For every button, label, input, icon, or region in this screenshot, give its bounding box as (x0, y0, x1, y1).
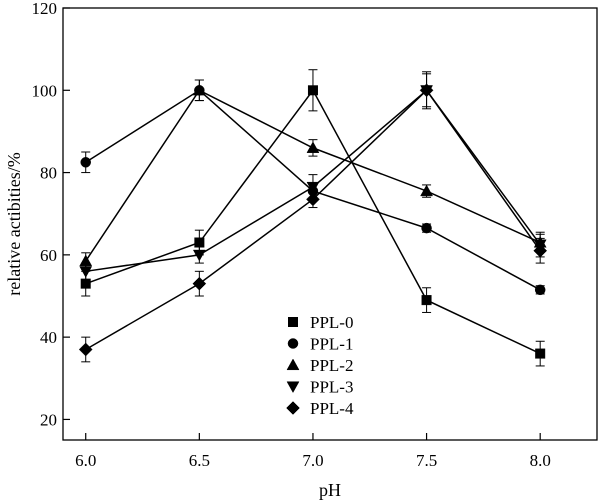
legend-label: PPL-2 (310, 356, 353, 375)
legend-label: PPL-1 (310, 335, 353, 354)
x-tick-label: 8.0 (530, 451, 551, 470)
y-tick-label: 100 (32, 81, 58, 100)
legend: PPL-0 PPL-1 PPL-2 PPL-3 PPL-4 (286, 313, 354, 418)
data-point-ppl-2 (306, 141, 320, 153)
y-tick-label: 60 (40, 246, 57, 265)
y-axis-ticks: 20 40 60 80 100 120 (32, 0, 70, 429)
data-point-ppl-4 (306, 192, 320, 207)
legend-marker-ppl-2 (286, 358, 300, 371)
series-line-ppl-4 (85, 89, 541, 351)
x-axis-title: pH (319, 480, 341, 500)
legend-label: PPL-4 (310, 399, 354, 418)
data-point-ppl-2 (192, 83, 206, 96)
data-point-ppl-1 (421, 222, 432, 234)
data-point-ppl-1 (80, 157, 91, 168)
legend-marker-ppl-3 (286, 381, 300, 394)
legend-marker-ppl-0 (288, 317, 298, 327)
data-point-ppl-3 (79, 266, 93, 278)
data-point-ppl-4 (419, 83, 434, 98)
data-point-ppl-4 (533, 243, 548, 258)
data-point-ppl-0 (421, 295, 432, 306)
x-tick-label: 6.5 (189, 451, 210, 470)
x-tick-label: 7.5 (416, 451, 437, 470)
data-point-ppl-4 (78, 342, 93, 357)
x-axis-ticks: 6.0 6.5 7.0 7.5 8.0 (75, 433, 551, 470)
data-point-ppl-2 (420, 184, 433, 197)
data-point-ppl-0 (535, 348, 546, 359)
x-tick-label: 6.0 (75, 451, 96, 470)
data-point-ppl-3 (192, 249, 206, 262)
legend-label: PPL-3 (310, 378, 353, 397)
y-tick-label: 40 (40, 328, 57, 347)
legend-marker-ppl-1 (287, 338, 299, 349)
data-point-ppl-3 (306, 181, 320, 194)
data-point-ppl-0 (80, 278, 91, 289)
data-point-ppl-4 (192, 276, 207, 291)
data-point-ppl-0 (194, 237, 205, 248)
series-markers (78, 83, 548, 359)
data-point-ppl-1 (534, 284, 546, 296)
data-point-ppl-2 (79, 254, 93, 267)
legend-label: PPL-0 (310, 313, 353, 332)
x-tick-label: 7.0 (302, 451, 323, 470)
legend-marker-ppl-4 (286, 401, 300, 415)
y-tick-label: 80 (40, 164, 57, 183)
plot-frame (62, 7, 598, 441)
y-tick-label: 20 (40, 410, 57, 429)
y-axis-title: relative actibities/% (4, 152, 24, 295)
y-tick-label: 120 (32, 0, 58, 18)
data-point-ppl-0 (307, 85, 318, 96)
